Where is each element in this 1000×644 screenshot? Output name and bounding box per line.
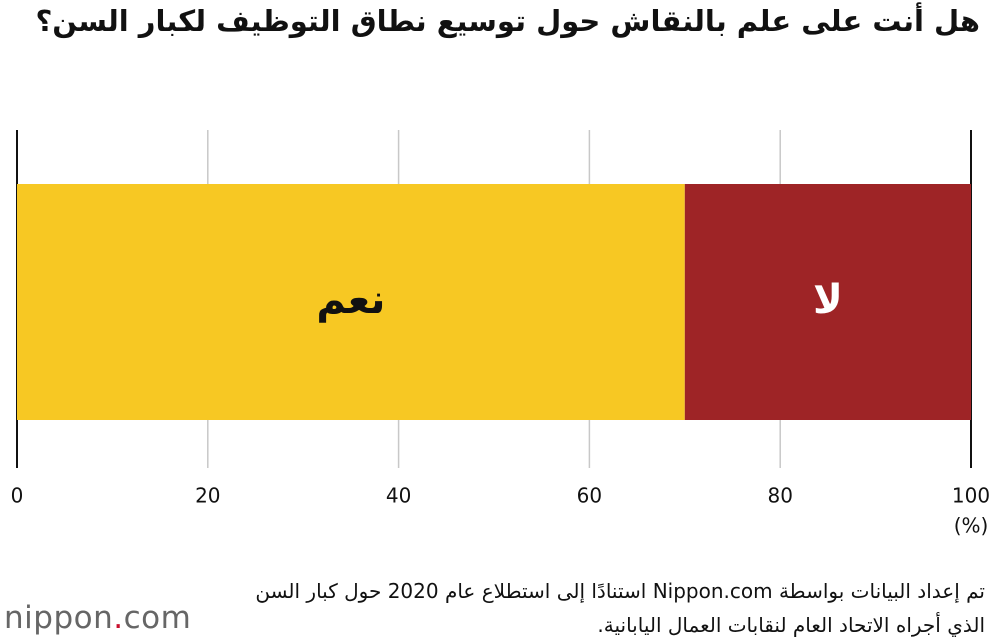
x-tick-label: 20 bbox=[195, 484, 220, 508]
bar-segment bbox=[684, 184, 971, 420]
chart: 0 20 40 60 80 100 (%) نعم لا bbox=[11, 130, 990, 538]
x-tick-label: 0 bbox=[11, 484, 24, 508]
x-tick-label: 80 bbox=[767, 484, 792, 508]
logo-dot: . bbox=[113, 600, 124, 636]
logo-domain: com bbox=[123, 600, 192, 636]
logo-name: nippon bbox=[4, 600, 114, 636]
logo: nippon.com bbox=[4, 600, 191, 636]
chart-title: هل أنت على علم بالنقاش حول توسيع نطاق ال… bbox=[35, 4, 980, 38]
x-tick-label: 40 bbox=[386, 484, 411, 508]
x-tick-label: 60 bbox=[577, 484, 602, 508]
segment-label: نعم bbox=[316, 277, 385, 323]
source-note: تم إعداد البيانات بواسطة Nippon.com استن… bbox=[255, 579, 985, 637]
segment-label: لا bbox=[813, 277, 843, 323]
x-tick-label: 100 bbox=[952, 484, 990, 508]
bar-segment bbox=[17, 184, 685, 420]
x-axis-label: (%) bbox=[954, 514, 989, 538]
